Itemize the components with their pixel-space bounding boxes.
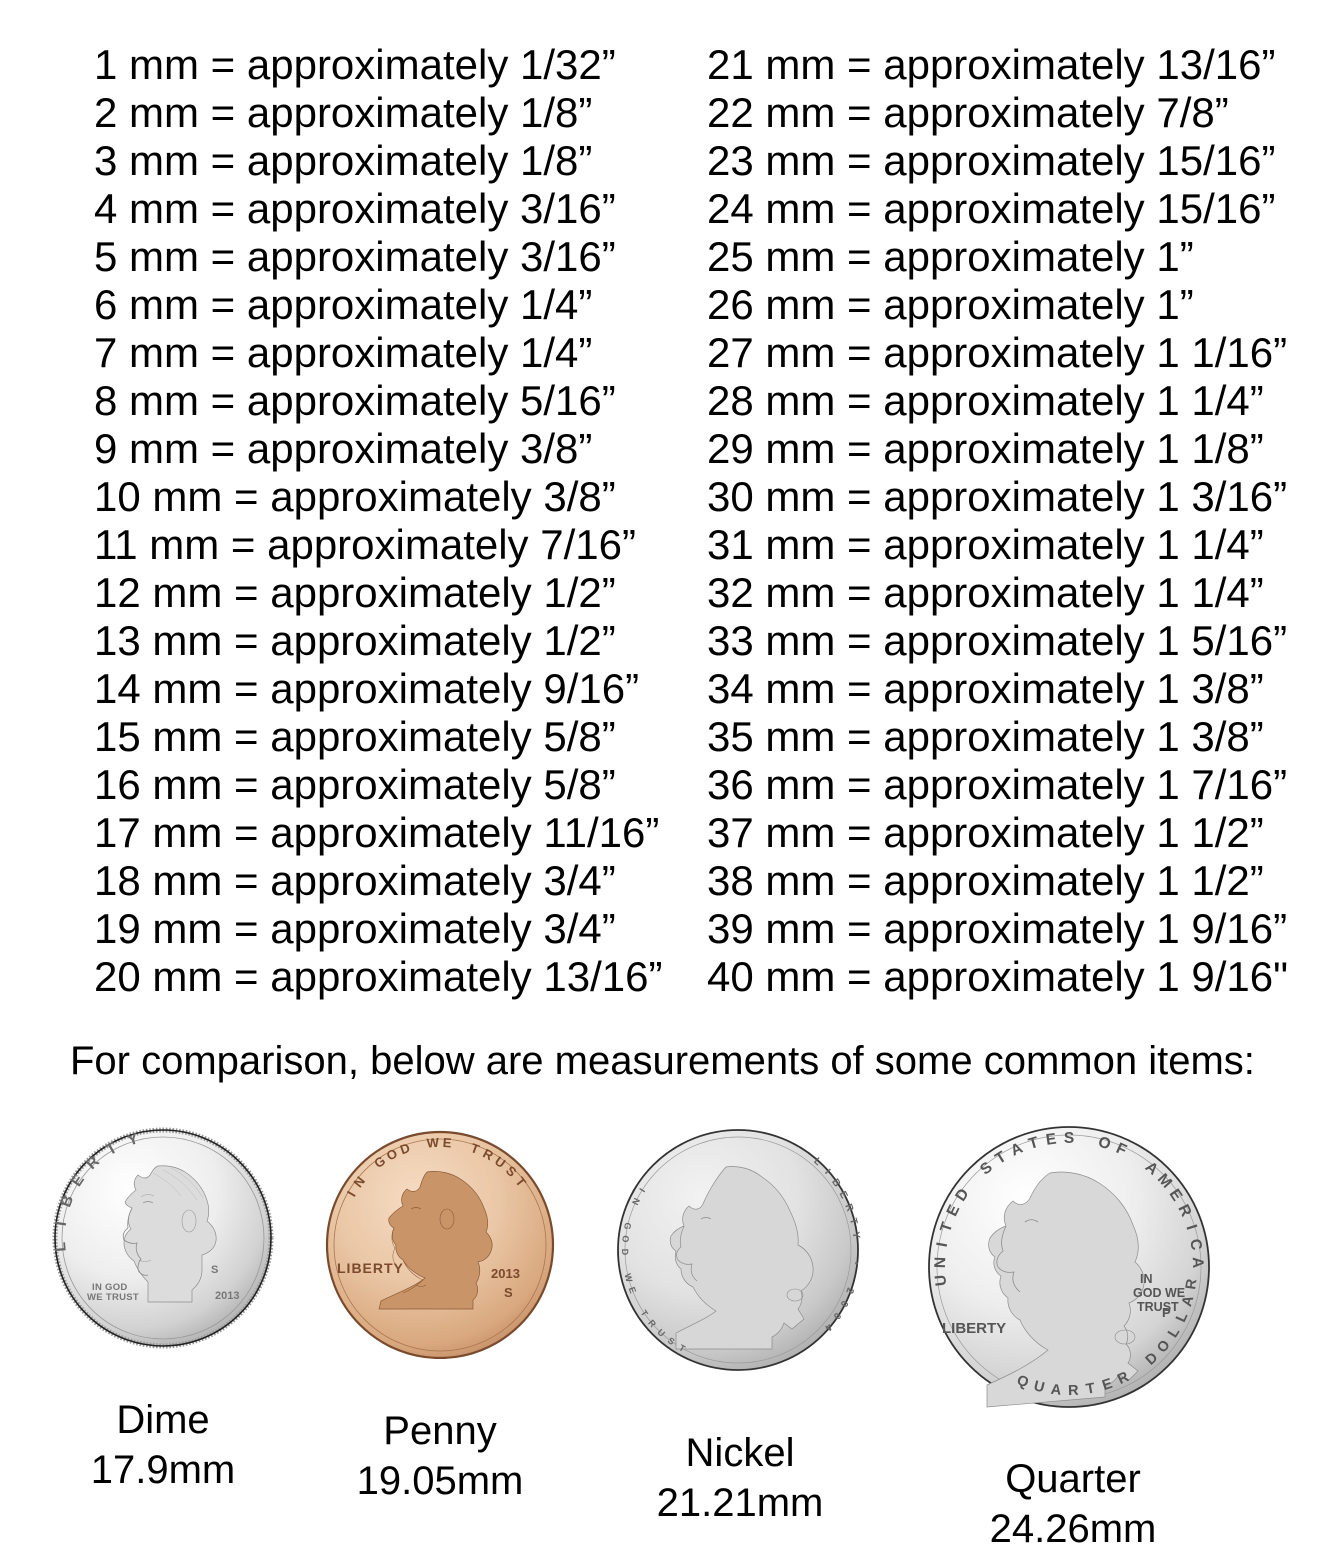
svg-text:D: D [620,1249,630,1256]
svg-text:W: W [426,1135,440,1151]
svg-text:P: P [1162,1305,1171,1320]
svg-text:N: N [932,1257,949,1269]
svg-text:LIBERTY: LIBERTY [942,1320,1006,1337]
svg-text:2013: 2013 [491,1266,520,1281]
svg-text:S: S [211,1264,218,1276]
svg-text:LIBERTY: LIBERTY [337,1260,404,1276]
svg-text:R: R [1068,1383,1080,1399]
svg-text:S: S [1064,1130,1074,1147]
svg-text:O: O [620,1235,631,1243]
svg-text:2013: 2013 [215,1290,239,1302]
svg-text:Y: Y [850,1231,862,1239]
svg-text:L: L [52,1241,70,1252]
svg-text:S: S [504,1285,513,1300]
svg-text:E: E [442,1135,452,1151]
svg-text:A: A [1189,1257,1206,1269]
svg-text:U: U [932,1274,950,1287]
svg-text:T: T [847,1217,859,1226]
